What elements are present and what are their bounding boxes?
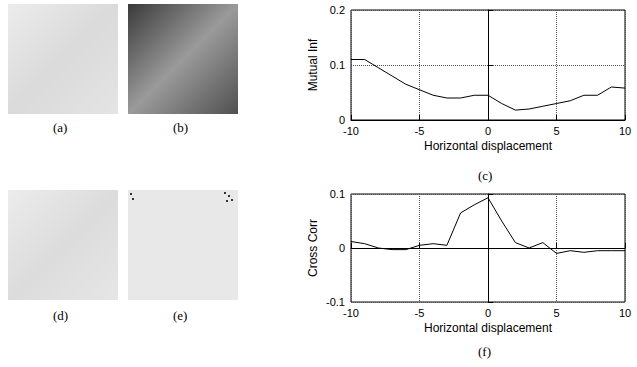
svg-text:0: 0 [339,242,345,254]
svg-text:-5: -5 [415,307,425,319]
svg-text:-0.1: -0.1 [326,296,345,308]
svg-text:Cross Corr: Cross Corr [306,219,320,277]
svg-text:(c): (c) [478,168,492,183]
svg-text:(d): (d) [53,308,68,323]
svg-text:0: 0 [338,114,345,126]
svg-text:Horizontal displacement: Horizontal displacement [424,321,553,335]
svg-text:0.1: 0.1 [330,59,345,71]
svg-text:10: 10 [619,125,631,137]
svg-text:5: 5 [553,125,559,137]
svg-text:(a): (a) [53,120,67,135]
svg-text:Mutual Inf: Mutual Inf [306,38,320,91]
svg-text:Horizontal displacement: Horizontal displacement [424,139,553,153]
svg-text:-5: -5 [415,125,425,137]
svg-text:-10: -10 [343,125,359,137]
svg-text:(b): (b) [173,120,188,135]
svg-text:-10: -10 [343,307,359,319]
svg-text:10: 10 [619,307,631,319]
svg-text:5: 5 [553,307,559,319]
svg-text:(f): (f) [478,344,491,359]
svg-text:0.2: 0.2 [330,4,345,16]
svg-text:0: 0 [485,125,491,137]
svg-text:0: 0 [485,307,491,319]
svg-text:0.1: 0.1 [330,188,345,200]
svg-text:(e): (e) [173,308,187,323]
